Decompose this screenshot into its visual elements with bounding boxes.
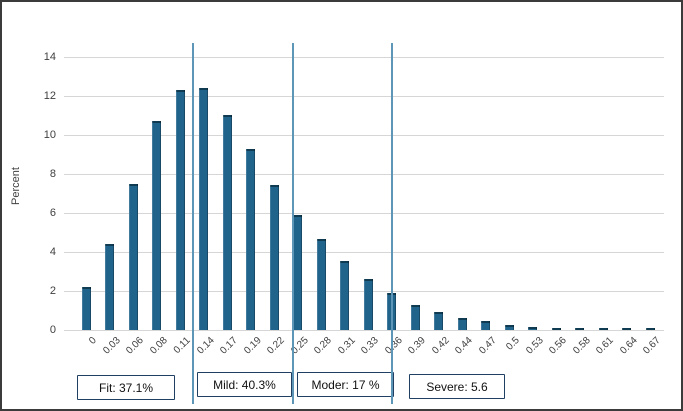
- annotation-box-mild: Mild: 40.3%: [197, 372, 292, 397]
- x-tick-label: 0.39: [406, 335, 428, 357]
- y-tick-label: 6: [49, 207, 56, 219]
- x-tick-label: 0: [87, 335, 99, 347]
- reference-line-1: [191, 43, 194, 404]
- bar-0.11: [175, 90, 185, 330]
- bar-0.22: [269, 184, 279, 330]
- x-tick-label: 0.56: [547, 335, 569, 357]
- bar-0.61: [598, 328, 608, 330]
- y-tick-label: 12: [43, 90, 56, 102]
- y-tick-label: 4: [49, 246, 56, 258]
- x-tick-label: 0.36: [382, 335, 405, 357]
- x-tick-label: 0.06: [124, 335, 146, 357]
- y-tick-label: 0: [49, 324, 56, 336]
- x-tick-label: 0.64: [617, 335, 640, 357]
- x-tick-label: 0.61: [594, 335, 616, 357]
- bar-0.14: [199, 88, 208, 330]
- bar-0.58: [575, 328, 584, 330]
- x-tick-label: 0.03: [100, 335, 123, 357]
- bar-0.17: [222, 114, 232, 330]
- annotation-box-fit: Fit: 37.1%: [77, 375, 175, 400]
- x-tick-label: 0.67: [641, 335, 663, 357]
- x-tick-label: 0.22: [265, 335, 287, 357]
- x-tick-label: 0.42: [429, 335, 452, 357]
- bar-0.31: [340, 260, 349, 330]
- bar-0: [81, 287, 91, 330]
- bar-0.5: [504, 325, 514, 330]
- bar-0.39: [410, 304, 420, 330]
- x-tick-label: 0.17: [218, 335, 240, 357]
- x-tick-label: 0.19: [241, 335, 264, 357]
- gridline-y-6: [64, 213, 664, 214]
- bar-0.25: [293, 214, 302, 330]
- x-tick-label: 0.53: [523, 335, 546, 357]
- x-tick-label: 0.44: [453, 335, 475, 357]
- gridline-y-14: [64, 57, 664, 58]
- bar-0.03: [105, 244, 114, 330]
- x-tick-label: 0.08: [147, 335, 170, 357]
- reference-line-3: [390, 43, 393, 404]
- y-tick-label: 10: [43, 129, 56, 141]
- bar-0.47: [481, 321, 490, 330]
- gridline-y-8: [64, 174, 664, 175]
- bar-0.64: [622, 328, 631, 330]
- x-tick-label: 0.28: [312, 335, 334, 357]
- gridline-y-4: [64, 252, 664, 253]
- bar-0.56: [551, 328, 561, 330]
- x-tick-label: 0.58: [570, 335, 593, 357]
- annotation-box-moderate: Moder: 17 %: [297, 372, 394, 397]
- x-tick-label: 0.33: [359, 335, 381, 357]
- bar-0.67: [645, 328, 655, 330]
- x-tick-label: 0.47: [476, 335, 499, 357]
- gridline-y-10: [64, 135, 664, 136]
- y-tick-label: 2: [49, 285, 56, 297]
- bar-0.28: [316, 239, 326, 330]
- bar-0.44: [457, 318, 467, 330]
- bar-0.19: [246, 148, 255, 330]
- x-tick-label: 0.14: [194, 335, 217, 357]
- bar-0.06: [128, 183, 138, 330]
- bar-0.33: [363, 279, 373, 330]
- gridline-y-0: [64, 330, 664, 331]
- x-tick-label: 0.5: [504, 335, 522, 353]
- gridline-y-12: [64, 96, 664, 97]
- bar-0.42: [434, 312, 443, 330]
- y-tick-label: 8: [49, 168, 56, 180]
- x-tick-label: 0.31: [335, 335, 358, 357]
- annotation-box-severe: Severe: 5.6: [409, 374, 505, 399]
- bar-0.53: [528, 327, 537, 330]
- reference-line-2: [291, 43, 294, 404]
- x-tick-label: 0.11: [171, 335, 193, 357]
- bar-0.08: [152, 121, 161, 330]
- y-tick-label: 14: [43, 51, 56, 63]
